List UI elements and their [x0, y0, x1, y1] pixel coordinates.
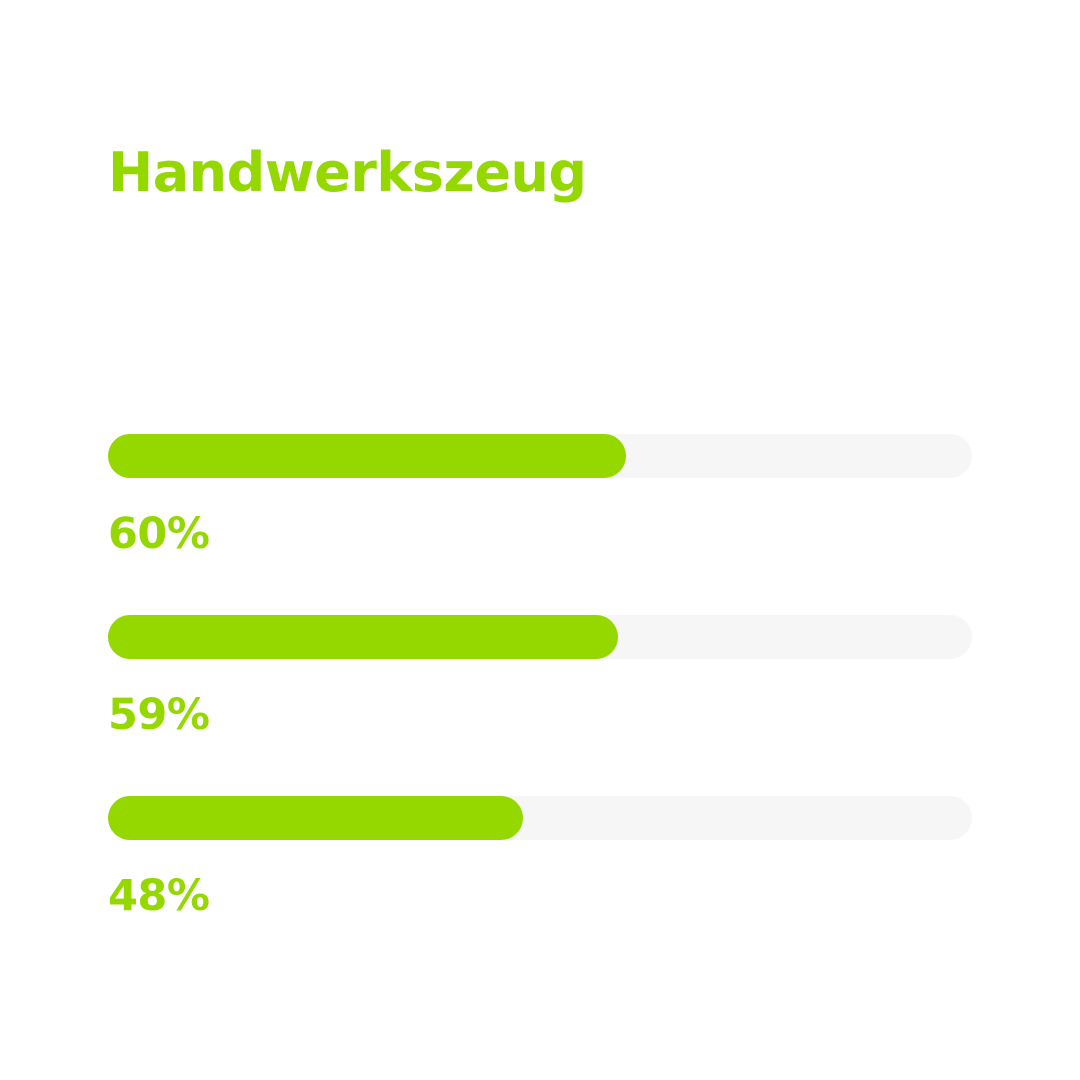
bar-track [108, 434, 972, 478]
bar-row: 60% [108, 434, 972, 615]
bar-row: 48% [108, 796, 972, 977]
bar-value-label: 48% [108, 871, 210, 921]
bar-fill [108, 796, 523, 840]
bar-fill [108, 434, 626, 478]
chart-title: Handwerkszeug [108, 141, 587, 204]
bar-value-label: 59% [108, 690, 210, 740]
bar-fill [108, 615, 618, 659]
bar-row: 59% [108, 615, 972, 796]
bar-track [108, 796, 972, 840]
bar-value-label: 60% [108, 509, 210, 559]
bar-track [108, 615, 972, 659]
progress-bars: 60% 59% 48% [108, 434, 972, 977]
